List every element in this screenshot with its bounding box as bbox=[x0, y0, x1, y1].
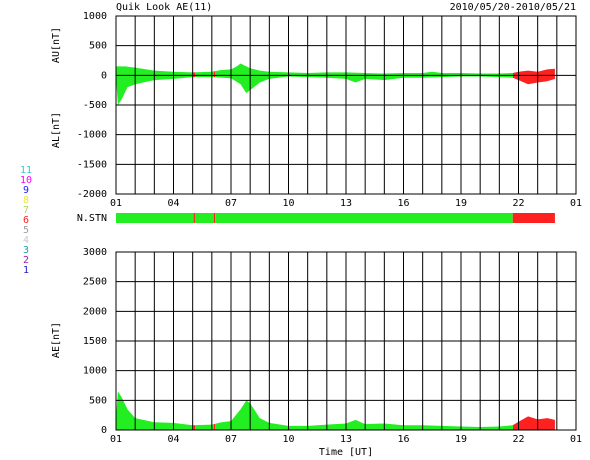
x-tick-label: 16 bbox=[397, 434, 409, 445]
x-tick-label: 01 bbox=[570, 198, 582, 209]
nstn-segment bbox=[512, 213, 555, 223]
x-tick-label: 10 bbox=[282, 198, 294, 209]
station-legend-label: 10 bbox=[20, 175, 32, 186]
y-tick-label: 2500 bbox=[83, 277, 107, 288]
nstn-label: N.STN bbox=[77, 213, 107, 224]
y-tick-label: -500 bbox=[83, 100, 107, 111]
station-legend-label: 6 bbox=[23, 215, 29, 226]
y-axis-label: AL[nT] bbox=[51, 112, 62, 148]
area-au bbox=[116, 63, 555, 76]
date-range: 2010/05/20-2010/05/21 bbox=[450, 2, 576, 13]
y-tick-label: -2000 bbox=[77, 189, 107, 200]
y-axis-label: AE[nT] bbox=[51, 322, 62, 358]
nstn-segment bbox=[116, 213, 194, 223]
x-tick-label: 16 bbox=[397, 198, 409, 209]
station-legend-label: 8 bbox=[23, 195, 29, 206]
y-tick-label: 0 bbox=[101, 425, 107, 436]
x-tick-label: 19 bbox=[455, 434, 467, 445]
plot-frame bbox=[115, 15, 577, 195]
station-legend-label: 11 bbox=[20, 165, 32, 176]
station-legend-label: 1 bbox=[23, 265, 29, 276]
x-tick-label: 07 bbox=[225, 198, 237, 209]
y-tick-label: 2000 bbox=[83, 306, 107, 317]
nstn-segment bbox=[213, 213, 216, 223]
title: Quik Look AE(11) bbox=[116, 2, 212, 13]
station-legend-label: 3 bbox=[23, 245, 29, 256]
y-tick-label: 500 bbox=[89, 41, 107, 52]
x-tick-label: 01 bbox=[110, 434, 122, 445]
y-tick-label: 3000 bbox=[83, 247, 107, 258]
y-tick-label: -1500 bbox=[77, 159, 107, 170]
y-axis-label: AU[nT] bbox=[51, 27, 62, 63]
y-tick-label: 0 bbox=[101, 70, 107, 81]
x-axis-label: Time [UT] bbox=[319, 447, 373, 458]
station-legend-label: 7 bbox=[23, 205, 29, 216]
y-tick-label: 1000 bbox=[83, 366, 107, 377]
station-legend-label: 4 bbox=[23, 235, 29, 246]
nstn-segment bbox=[193, 213, 195, 223]
x-tick-label: 01 bbox=[110, 198, 122, 209]
x-tick-label: 04 bbox=[167, 198, 179, 209]
y-tick-label: 500 bbox=[89, 395, 107, 406]
station-legend-label: 9 bbox=[23, 185, 29, 196]
y-tick-label: 1500 bbox=[83, 336, 107, 347]
x-tick-label: 01 bbox=[570, 434, 582, 445]
x-tick-label: 22 bbox=[512, 198, 524, 209]
nstn-segment bbox=[215, 213, 513, 223]
x-tick-label: 22 bbox=[512, 434, 524, 445]
area-ae bbox=[116, 391, 555, 430]
x-tick-label: 07 bbox=[225, 434, 237, 445]
plot-frame bbox=[115, 251, 577, 431]
nstn-segment bbox=[194, 213, 214, 223]
x-tick-label: 13 bbox=[340, 198, 352, 209]
x-tick-label: 04 bbox=[167, 434, 179, 445]
y-tick-label: 1000 bbox=[83, 11, 107, 22]
station-legend-label: 2 bbox=[23, 255, 29, 266]
station-legend-label: 5 bbox=[23, 225, 29, 236]
x-tick-label: 13 bbox=[340, 434, 352, 445]
area-al bbox=[116, 75, 555, 105]
x-tick-label: 10 bbox=[282, 434, 294, 445]
x-tick-label: 19 bbox=[455, 198, 467, 209]
y-tick-label: -1000 bbox=[77, 130, 107, 141]
